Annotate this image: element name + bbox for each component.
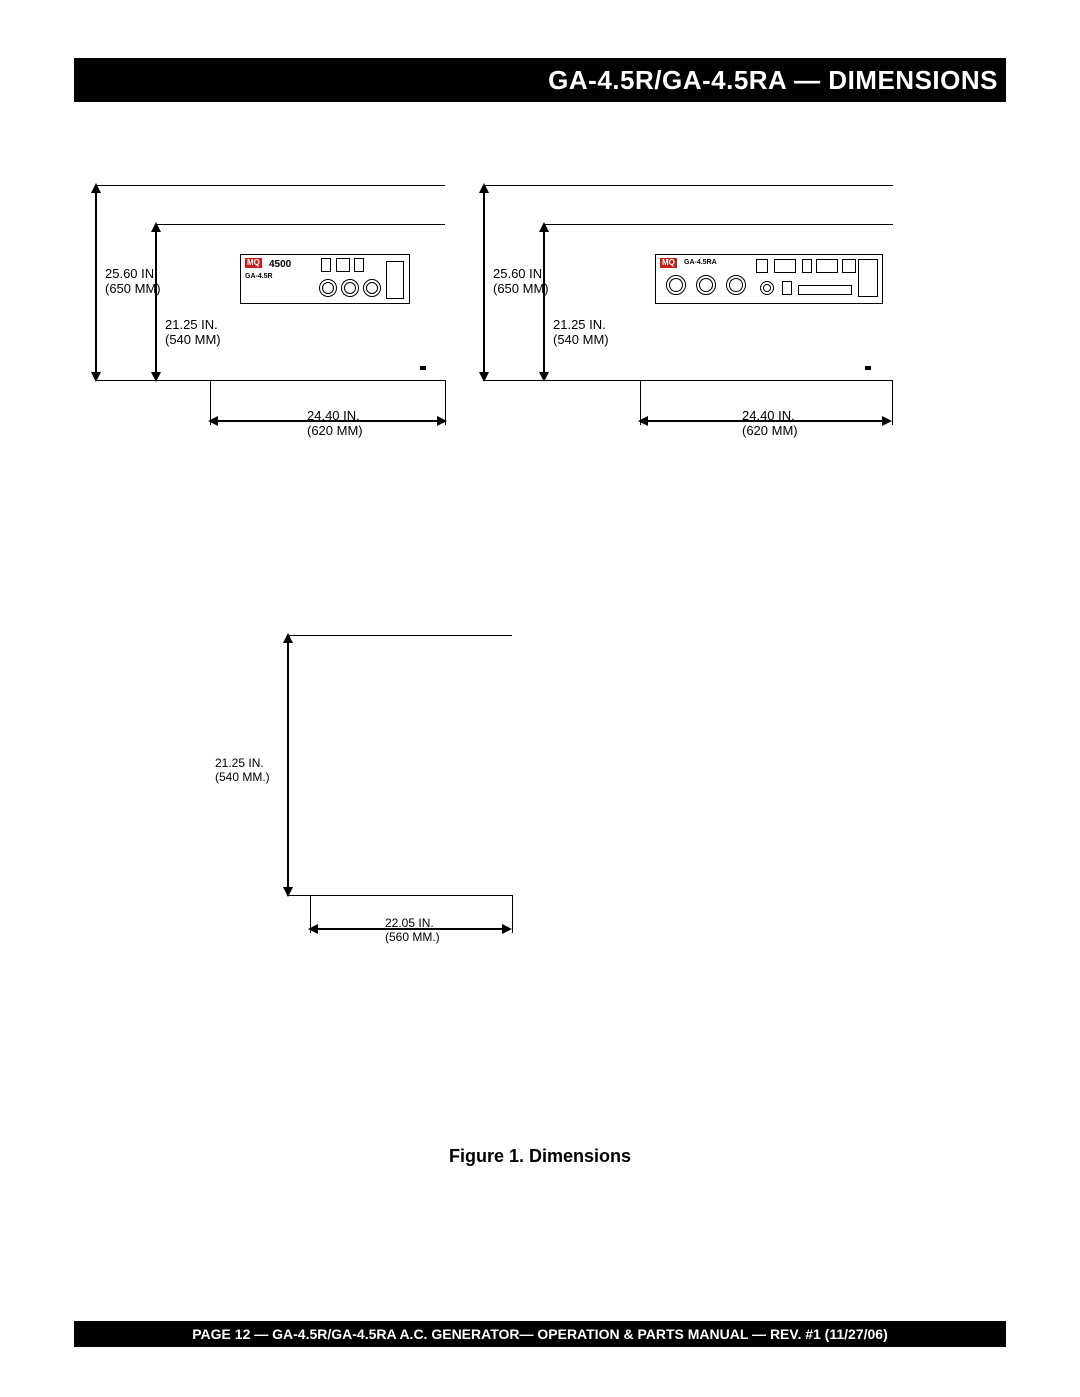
figure-caption-text: Figure 1. Dimensions — [449, 1146, 631, 1166]
panel-detail — [816, 259, 838, 273]
ext-line — [892, 380, 893, 425]
dim-label-outer-mm: (650 MM) — [105, 281, 161, 297]
model-label-right: GA-4.5RA — [684, 259, 717, 266]
ext-line — [95, 185, 445, 186]
header-bar: GA-4.5R/GA-4.5RA — DIMENSIONS — [74, 58, 1006, 102]
left-inner-height-line — [155, 224, 157, 380]
outlet-icon — [341, 279, 359, 297]
panel-detail — [842, 259, 856, 273]
panel-detail — [321, 258, 331, 272]
figure-caption: Figure 1. Dimensions — [0, 1146, 1080, 1167]
dim-label-outer-mm-r: (650 MM) — [493, 281, 549, 297]
outlet-icon — [760, 281, 774, 295]
mq-logo: MQ — [660, 258, 677, 268]
ext-line — [483, 185, 893, 186]
panel-detail — [756, 259, 768, 273]
dim-label-inner-mm: (540 MM) — [165, 332, 221, 348]
outlet-icon — [696, 275, 716, 295]
ext-line — [640, 380, 641, 425]
panel-detail — [798, 285, 852, 295]
dim-label-width-in: 24.40 IN. — [307, 408, 360, 424]
ext-line — [445, 380, 446, 425]
model-label-left: GA-4.5R — [245, 273, 273, 280]
badge-4500: 4500 — [269, 259, 291, 270]
marker — [865, 366, 871, 370]
left-outer-height-line — [95, 185, 97, 380]
dim-end-w-mm: (560 MM.) — [385, 930, 440, 944]
left-generator-panel: MQ 4500 GA-4.5R — [240, 254, 410, 304]
dim-end-h-in: 21.25 IN. — [215, 756, 264, 770]
outlet-icon — [319, 279, 337, 297]
outlet-icon — [666, 275, 686, 295]
arrow-icon — [151, 372, 161, 382]
diagram-area: 25.60 IN. (650 MM) 21.25 IN. (540 MM) 24… — [85, 180, 995, 1097]
dim-end-h-mm: (540 MM.) — [215, 770, 270, 784]
dim-label-width-in-r: 24.40 IN. — [742, 408, 795, 424]
outlet-icon — [726, 275, 746, 295]
dim-label-inner-mm-r: (540 MM) — [553, 332, 609, 348]
footer-bar: PAGE 12 — GA-4.5R/GA-4.5RA A.C. GENERATO… — [74, 1321, 1006, 1347]
right-inner-height-line — [543, 224, 545, 380]
ext-line — [287, 895, 512, 896]
dim-label-inner-in-r: 21.25 IN. — [553, 317, 606, 333]
dim-label-inner-in: 21.25 IN. — [165, 317, 218, 333]
ext-line — [543, 224, 893, 225]
dim-label-width-mm-r: (620 MM) — [742, 423, 798, 439]
header-title: GA-4.5R/GA-4.5RA — DIMENSIONS — [548, 65, 998, 96]
panel-detail — [802, 259, 812, 273]
arrow-icon — [502, 924, 512, 934]
panel-detail — [354, 258, 364, 272]
footer-text: PAGE 12 — GA-4.5R/GA-4.5RA A.C. GENERATO… — [192, 1326, 887, 1342]
right-generator-panel: MQ GA-4.5RA — [655, 254, 883, 304]
ext-line — [287, 635, 512, 636]
marker — [420, 366, 426, 370]
right-outer-height-line — [483, 185, 485, 380]
panel-detail — [858, 259, 878, 297]
panel-detail — [782, 281, 792, 295]
panel-detail — [774, 259, 796, 273]
panel-detail — [386, 261, 404, 299]
arrow-icon — [539, 372, 549, 382]
panel-detail — [336, 258, 350, 272]
end-height-line — [287, 635, 289, 895]
outlet-icon — [363, 279, 381, 297]
dim-label-outer-in-r: 25.60 IN. — [493, 266, 546, 282]
ext-line — [210, 380, 211, 425]
ext-line — [512, 895, 513, 933]
dim-label-width-mm: (620 MM) — [307, 423, 363, 439]
arrow-icon — [882, 416, 892, 426]
ext-line — [310, 895, 311, 933]
ext-line — [95, 380, 445, 381]
dim-label-outer-in: 25.60 IN. — [105, 266, 158, 282]
dim-end-w-in: 22.05 IN. — [385, 916, 434, 930]
mq-logo: MQ — [245, 258, 262, 268]
ext-line — [155, 224, 445, 225]
